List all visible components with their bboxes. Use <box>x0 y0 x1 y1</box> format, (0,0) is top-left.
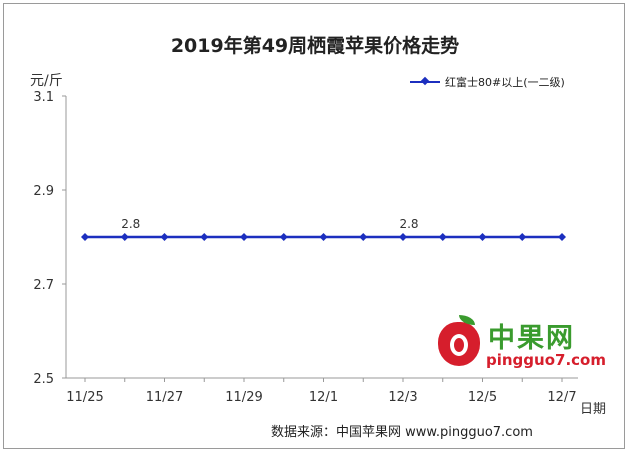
x-axis-label: 日期 <box>580 402 607 417</box>
data-point-marker <box>279 233 288 241</box>
data-point-marker <box>518 233 527 241</box>
zhongguowang-logo: 中果网 pingguo7.com <box>438 315 606 376</box>
data-point-marker <box>478 233 487 241</box>
y-tick-label: 2.5 <box>33 372 54 387</box>
data-point-marker <box>558 233 566 241</box>
data-point-marker <box>240 233 248 241</box>
data-label: 2.8 <box>121 217 140 231</box>
x-tick-label: 12/1 <box>309 390 338 405</box>
leaf-icon <box>459 315 475 325</box>
x-tick-label: 11/29 <box>225 390 262 405</box>
logo-brand-text: 中果网 <box>488 323 575 354</box>
x-tick-label: 12/5 <box>468 390 497 405</box>
data-point-marker <box>120 233 129 241</box>
apple-logo-icon <box>438 322 480 366</box>
logo-url-text: pingguo7.com <box>486 351 606 369</box>
legend-series-label: 红富士80#以上(一二级) <box>445 76 565 89</box>
chart-frame <box>3 3 625 449</box>
data-point-marker <box>399 233 407 241</box>
y-tick-label: 2.7 <box>33 278 54 293</box>
chart-title: 2019年第49周栖霞苹果价格走势 <box>170 35 460 57</box>
data-point-marker <box>200 233 209 241</box>
legend-line-marker <box>410 81 440 83</box>
x-tick-label: 11/27 <box>146 390 183 405</box>
legend: 红富士80#以上(一二级) <box>410 74 565 90</box>
data-point-marker <box>359 233 368 241</box>
data-point-marker <box>160 233 169 241</box>
x-tick-label: 11/25 <box>66 390 103 405</box>
axes: 3.1 2.9 2.7 2.5 11/25 11/27 11/29 12/1 12/3 12/5 1… <box>33 90 578 405</box>
y-tick-label: 3.1 <box>33 90 54 105</box>
y-axis-unit-label: 元/斤 <box>30 73 63 89</box>
data-point-marker <box>438 233 447 241</box>
data-source-text: 数据来源：中国苹果网 www.pingguo7.com <box>271 425 533 440</box>
chart-marks: 2.8 2.8 <box>81 217 566 241</box>
x-tick-label: 12/7 <box>547 390 576 405</box>
y-tick-label: 2.9 <box>33 184 54 199</box>
data-point-marker <box>81 233 89 241</box>
x-tick-label: 12/3 <box>388 390 417 405</box>
data-point-marker <box>319 233 328 241</box>
data-label: 2.8 <box>399 217 418 231</box>
